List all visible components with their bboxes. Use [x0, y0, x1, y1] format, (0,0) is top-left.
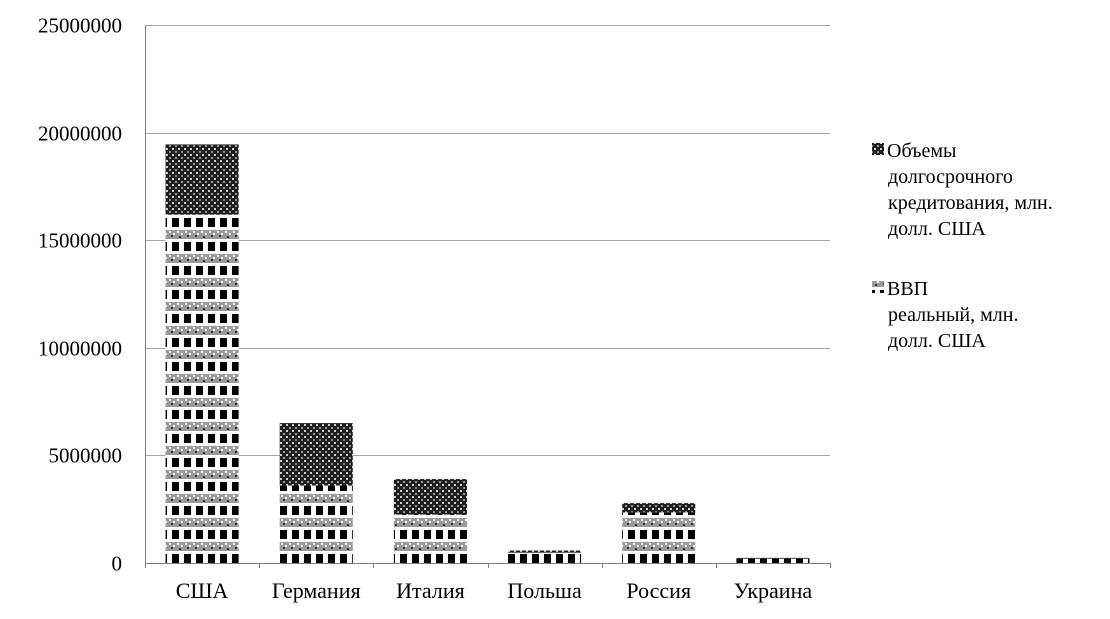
- bar-credit-0: [165, 144, 239, 215]
- legend-label: Объемы: [887, 140, 956, 162]
- x-tick-label: Польша: [507, 578, 582, 603]
- bar-gdp-5: [736, 558, 810, 563]
- bar-gdp-4: [622, 512, 696, 563]
- y-tick-label: 20000000: [38, 122, 122, 146]
- bar-gdp-1: [279, 485, 353, 563]
- y-tick-label: 15000000: [38, 229, 122, 253]
- y-tick-label: 10000000: [38, 337, 122, 361]
- x-tick-label: Италия: [396, 578, 465, 603]
- bar-credit-3: [508, 550, 582, 553]
- legend-label: долл. США: [888, 218, 986, 240]
- legend-label: кредитования, млн.: [888, 192, 1053, 214]
- x-tick-label: Германия: [272, 578, 361, 603]
- gridlines: [145, 25, 830, 456]
- bar-credit-2: [393, 479, 467, 515]
- legend-swatch: [872, 281, 884, 293]
- x-tick-label: Россия: [626, 578, 691, 603]
- y-tick-label: 25000000: [38, 14, 122, 38]
- legend: Объемы долгосрочного кредитования, млн. дол…: [872, 140, 1053, 352]
- bar-gdp-3: [508, 552, 582, 563]
- y-tick-label: 0: [112, 552, 123, 576]
- x-tick-label: США: [176, 578, 229, 603]
- y-tick-label: 5000000: [49, 444, 123, 468]
- bar-credit-5: [736, 557, 810, 559]
- axes: 0 5000000 10000000 15000000 20000000 25000000…: [38, 14, 831, 603]
- bar-gdp-2: [393, 514, 467, 563]
- bar-credit-1: [279, 423, 353, 486]
- legend-label: долгосрочного: [888, 166, 1013, 188]
- legend-swatch: [872, 143, 884, 155]
- legend-label: долл. США: [888, 330, 986, 352]
- bar-credit-4: [622, 503, 696, 513]
- legend-label: ВВП: [887, 278, 928, 300]
- x-tick-label: Украина: [734, 578, 813, 603]
- legend-label: реальный, млн.: [888, 304, 1018, 326]
- bars: [165, 144, 810, 563]
- bar-gdp-0: [165, 214, 239, 563]
